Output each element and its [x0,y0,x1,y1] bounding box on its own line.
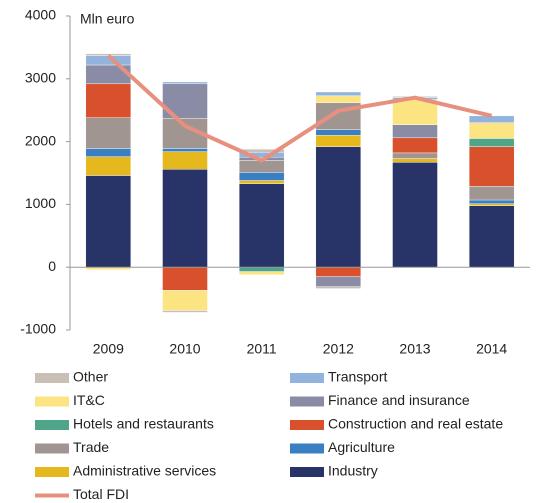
legend-swatch [35,396,69,407]
x-tick-label: 2011 [247,341,277,357]
bar-segment [392,137,438,154]
legend-swatch [290,443,324,454]
x-tick-label: 2010 [169,341,200,357]
bar-segment [468,138,515,147]
bar-segment [468,205,515,268]
y-tick-label: 2000 [25,132,56,148]
bar-segment [162,267,208,291]
x-tick-label: 2013 [399,341,430,357]
legend-label: IT&C [73,392,105,408]
legend-swatch [35,467,69,477]
legend-label: Other [73,369,108,385]
bar-segment [238,172,285,181]
legend-label: Administrative services [73,463,216,479]
bar-segment [315,91,362,96]
y-tick-label: 3000 [25,70,56,86]
bar-segment [162,81,208,85]
legend-label: Trade [73,439,109,455]
legend-label: Hotels and restaurants [73,416,214,432]
y-tick-label: 0 [48,258,56,274]
bar-segment [85,148,132,157]
bar-segment [85,156,132,176]
bar-segment [238,271,285,275]
bar-segment [468,146,515,187]
legend-swatch [35,420,69,430]
bar-segment [238,180,285,184]
bar-segment [315,267,362,277]
bar-segment [468,115,515,123]
legend-swatch [290,420,324,430]
axis-title: Mln euro [80,11,135,27]
bar-segment [468,185,515,201]
bar-segment [162,169,208,268]
bar-segment [238,183,285,268]
bar-segment [162,310,208,313]
bar-segment [315,146,362,268]
x-tick-label: 2009 [93,341,124,357]
bar-segment [468,122,515,139]
legend-label: Industry [328,463,378,479]
bar-segment [238,267,285,272]
bar-segment [392,124,438,139]
bar-segment [315,135,362,147]
y-tick-label: 4000 [25,7,56,23]
bar-segment [392,158,438,163]
legend-label: Total FDI [73,486,129,502]
bar-segment [85,83,132,118]
bar-segment [315,276,362,287]
legend-swatch [290,467,324,477]
bar-segment [392,99,438,125]
bar-segment [162,290,208,311]
bar-segment [392,162,438,268]
y-tick-label: -1000 [20,321,56,337]
x-tick-label: 2012 [323,341,354,357]
bar-segment [85,175,132,268]
legend-swatch [35,443,69,454]
y-tick-label: 1000 [25,195,56,211]
bar-segment [468,199,515,204]
bar-segment [162,83,208,119]
legend-swatch [290,373,324,383]
legend-label: Transport [328,369,388,385]
bar-segment [162,148,208,152]
legend-label: Construction and real estate [328,416,503,432]
bar-segment [392,152,438,159]
x-tick-label: 2014 [476,341,507,357]
legend-label: Finance and insurance [328,392,470,408]
legend-label: Agriculture [328,439,395,455]
bar-segment [85,53,132,56]
bar-segment [162,151,208,170]
bar-segment [315,129,362,136]
bar-segment [85,117,132,149]
total-line [106,54,493,163]
bar-segment [468,203,515,206]
legend-swatch [290,396,324,407]
legend-swatch [35,373,69,383]
bar-segment [315,95,362,103]
bar-segment [315,286,362,289]
